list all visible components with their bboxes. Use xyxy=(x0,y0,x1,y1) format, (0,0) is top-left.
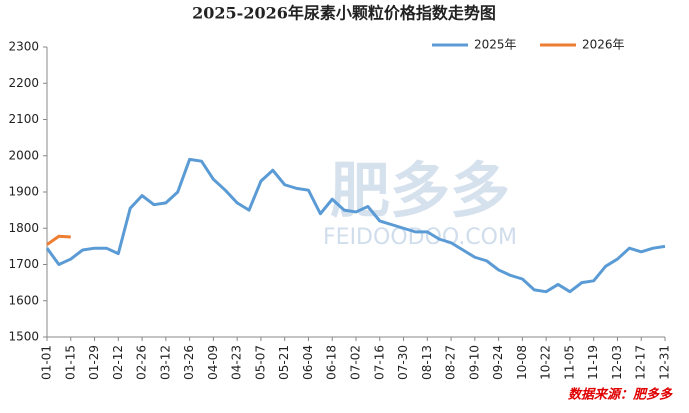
x-tick-label: 01-15 xyxy=(63,345,77,380)
x-tick-label: 03-12 xyxy=(158,345,172,380)
y-tick-label: 1800 xyxy=(8,221,39,235)
watermark: FEIDOODOO.COM xyxy=(323,225,517,250)
x-tick-label: 12-17 xyxy=(634,345,648,380)
watermark: 肥多多 xyxy=(330,157,510,227)
legend-label: 2026年 xyxy=(582,38,625,52)
x-tick-label: 10-22 xyxy=(539,345,553,380)
x-tick-label: 01-01 xyxy=(40,345,54,380)
x-tick-label: 07-30 xyxy=(396,345,410,380)
series-line xyxy=(45,157,666,294)
x-tick-label: 06-18 xyxy=(325,345,339,380)
x-tick-label: 11-05 xyxy=(562,345,576,380)
x-tick-label: 04-09 xyxy=(206,345,220,380)
x-tick-label: 07-02 xyxy=(349,345,363,380)
x-tick-label: 02-12 xyxy=(111,345,125,380)
x-tick-label: 08-13 xyxy=(420,345,434,380)
x-tick-label: 05-21 xyxy=(277,345,291,380)
source-note: 数据来源：肥多多 xyxy=(568,387,673,403)
legend-label: 2025年 xyxy=(474,38,517,52)
x-tick-label: 03-26 xyxy=(182,345,196,380)
y-tick-label: 1700 xyxy=(8,257,39,271)
y-tick-label: 2100 xyxy=(8,112,39,126)
y-tick-label: 1600 xyxy=(8,293,39,307)
y-tick-label: 2200 xyxy=(8,76,39,90)
x-tick-label: 09-24 xyxy=(491,345,505,380)
x-tick-label: 12-31 xyxy=(658,345,672,380)
chart-title: 2025-2026年尿素小颗粒价格指数走势图 xyxy=(192,4,496,23)
y-tick-label: 1500 xyxy=(8,330,39,344)
x-tick-label: 05-07 xyxy=(253,345,267,380)
y-tick-label: 2000 xyxy=(8,148,39,162)
x-tick-label: 01-29 xyxy=(87,345,101,380)
x-tick-label: 09-10 xyxy=(467,345,481,380)
x-tick-label: 02-26 xyxy=(135,345,149,380)
x-tick-label: 06-04 xyxy=(301,345,315,380)
series-line xyxy=(46,234,71,246)
x-tick-label: 04-23 xyxy=(230,345,244,380)
x-tick-label: 07-16 xyxy=(372,345,386,380)
x-tick-label: 11-19 xyxy=(586,345,600,380)
y-tick-label: 1900 xyxy=(8,185,39,199)
y-tick-label: 2300 xyxy=(8,40,39,54)
x-tick-label: 10-08 xyxy=(515,345,529,380)
x-tick-label: 12-03 xyxy=(610,345,624,380)
x-tick-label: 08-27 xyxy=(444,345,458,380)
